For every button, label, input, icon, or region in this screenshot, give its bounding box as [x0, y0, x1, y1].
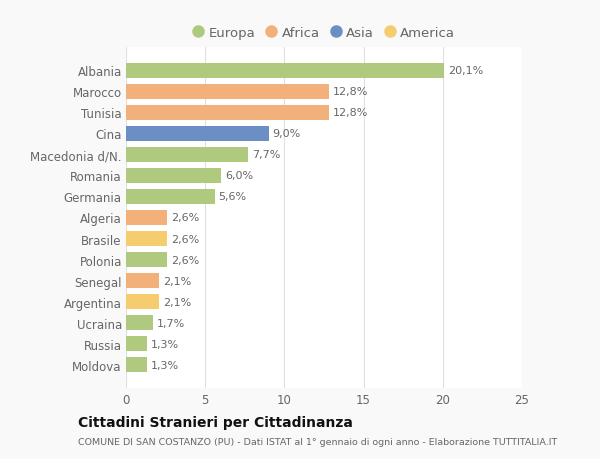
Text: 12,8%: 12,8%	[333, 108, 368, 118]
Bar	[126, 127, 269, 142]
Text: 1,7%: 1,7%	[157, 318, 185, 328]
Text: 2,6%: 2,6%	[171, 213, 199, 223]
Bar	[126, 84, 329, 100]
Bar	[126, 315, 153, 330]
Bar	[126, 357, 146, 372]
Text: 9,0%: 9,0%	[272, 129, 301, 139]
Text: 5,6%: 5,6%	[218, 192, 247, 202]
Text: 2,6%: 2,6%	[171, 255, 199, 265]
Text: Cittadini Stranieri per Cittadinanza: Cittadini Stranieri per Cittadinanza	[78, 415, 353, 429]
Text: 6,0%: 6,0%	[225, 171, 253, 181]
Text: 20,1%: 20,1%	[448, 66, 484, 76]
Text: 7,7%: 7,7%	[252, 150, 280, 160]
Bar	[126, 231, 167, 246]
Bar	[126, 336, 146, 352]
Bar	[126, 64, 445, 79]
Bar	[126, 294, 159, 309]
Text: 2,1%: 2,1%	[163, 297, 191, 307]
Bar	[126, 147, 248, 162]
Text: 2,1%: 2,1%	[163, 276, 191, 286]
Bar	[126, 190, 215, 205]
Bar	[126, 168, 221, 184]
Text: 1,3%: 1,3%	[151, 339, 179, 349]
Bar	[126, 252, 167, 268]
Bar	[126, 106, 329, 121]
Text: 1,3%: 1,3%	[151, 360, 179, 370]
Bar	[126, 274, 159, 289]
Text: COMUNE DI SAN COSTANZO (PU) - Dati ISTAT al 1° gennaio di ogni anno - Elaborazio: COMUNE DI SAN COSTANZO (PU) - Dati ISTAT…	[78, 437, 557, 446]
Text: 12,8%: 12,8%	[333, 87, 368, 97]
Text: 2,6%: 2,6%	[171, 234, 199, 244]
Legend: Europa, Africa, Asia, America: Europa, Africa, Asia, America	[190, 24, 458, 42]
Bar	[126, 211, 167, 225]
